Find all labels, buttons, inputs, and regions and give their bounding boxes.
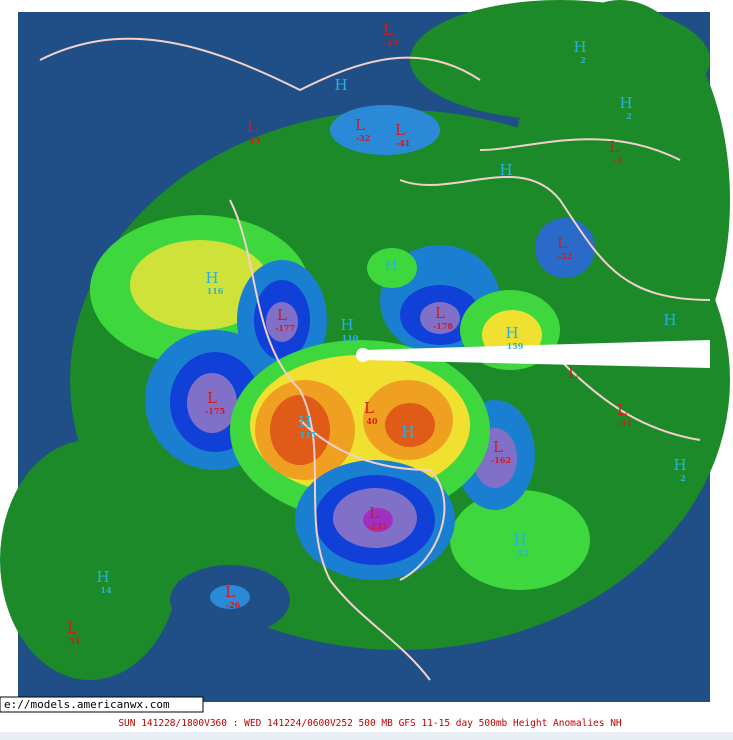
label-value: -13: [384, 38, 399, 48]
label-letter: H: [384, 256, 397, 274]
white-streak: [363, 340, 710, 368]
label-letter: L: [247, 118, 257, 136]
label-letter: H: [619, 94, 632, 112]
label-value: -11: [618, 418, 632, 428]
label-value: 40: [366, 416, 378, 426]
label-letter: H: [334, 76, 347, 94]
label-letter: L: [395, 121, 405, 139]
anomaly-fields: [0, 0, 730, 680]
white-dot: [356, 348, 370, 362]
label-value: -175: [205, 406, 225, 416]
label-value: 116: [207, 286, 224, 296]
label-value: -162: [491, 455, 511, 465]
label-letter: H: [96, 568, 109, 586]
url: e://models.americanwx.com: [4, 698, 170, 711]
label-letter: L: [568, 364, 578, 382]
caption: SUN 141228/1800V360 : WED 141224/0600V25…: [118, 718, 622, 729]
bottom-bar: [0, 732, 733, 740]
label-letter: H: [340, 316, 353, 334]
label-value: 22: [517, 548, 528, 558]
label-letter: H: [663, 311, 676, 329]
label-letter: L: [67, 619, 77, 637]
label-value: 159: [507, 341, 524, 351]
label-value: -32: [558, 251, 572, 261]
label-value: -26: [226, 600, 241, 610]
coastlines: [39, 37, 711, 681]
label-letter: L: [277, 306, 287, 324]
label-value: 110: [342, 333, 359, 343]
label-value: 2: [580, 55, 586, 65]
label-value: 2: [680, 473, 686, 483]
label-letter: L: [617, 401, 627, 419]
label-value: -3: [613, 155, 622, 165]
label-letter: L: [207, 389, 217, 407]
label-letter: H: [573, 38, 586, 56]
label-value: 31: [69, 636, 80, 646]
label-letter: L: [355, 116, 365, 134]
label-letter: L: [493, 438, 503, 456]
label-value: -178: [433, 321, 453, 331]
label-letter: L: [225, 583, 235, 601]
label-letter: L: [609, 138, 619, 156]
label-value: -233: [367, 521, 387, 531]
label-letter: H: [499, 161, 512, 179]
label-value: 14: [100, 585, 112, 595]
label-letter: L: [364, 399, 374, 417]
label-letter: L: [383, 21, 393, 39]
label-letter: H: [298, 413, 311, 431]
label-letter: H: [401, 423, 414, 441]
label-letter: L: [435, 304, 445, 322]
url-box: [0, 696, 204, 713]
label-value: -177: [275, 323, 295, 333]
label-value: 13: [249, 135, 261, 145]
label-value: 115: [300, 430, 317, 440]
label-value: -41: [396, 138, 410, 148]
label-letter: L: [557, 234, 567, 252]
label-letter: H: [505, 324, 518, 342]
label-letter: H: [205, 269, 218, 287]
label-letter: H: [513, 531, 526, 549]
label-letter: H: [673, 456, 686, 474]
label-value: -32: [356, 133, 370, 143]
label-value: 2: [626, 111, 632, 121]
label-letter: L: [369, 504, 379, 522]
